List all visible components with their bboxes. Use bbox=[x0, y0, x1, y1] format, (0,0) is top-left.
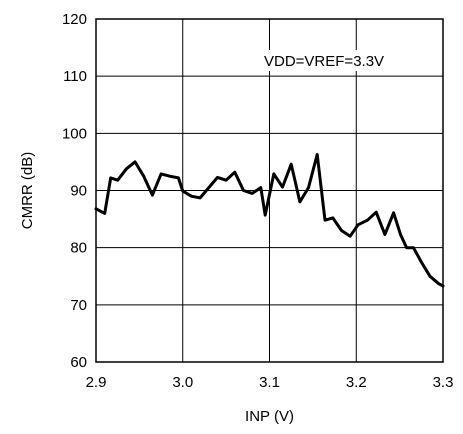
y-tick-label: 70 bbox=[70, 297, 87, 314]
annotation-background bbox=[260, 50, 436, 71]
x-tick-labels: 2.9 3.0 3.1 3.2 3.3 bbox=[86, 374, 454, 391]
x-tick-label: 2.9 bbox=[86, 374, 107, 391]
x-tick-label: 3.0 bbox=[172, 374, 193, 391]
y-tick-label: 80 bbox=[70, 240, 87, 257]
x-tick-label: 3.3 bbox=[433, 374, 454, 391]
cmrr-series-line bbox=[94, 153, 445, 288]
x-tick-label: 3.1 bbox=[259, 374, 280, 391]
plot-frame bbox=[95, 18, 444, 363]
y-tick-label: 60 bbox=[70, 354, 87, 371]
y-tick-label: 100 bbox=[62, 125, 87, 142]
series-layer bbox=[94, 153, 445, 288]
x-axis-title: INP (V) bbox=[245, 408, 294, 425]
y-tick-label: 120 bbox=[62, 11, 87, 28]
x-tick-label: 3.2 bbox=[346, 374, 367, 391]
y-tick-labels: 60 70 80 90 100 110 120 bbox=[62, 11, 87, 371]
annotation-label: VDD=VREF=3.3V bbox=[264, 53, 384, 70]
y-axis-title: CMRR (dB) bbox=[19, 152, 36, 230]
y-tick-label: 110 bbox=[63, 68, 87, 85]
y-tick-label: 90 bbox=[70, 183, 87, 200]
